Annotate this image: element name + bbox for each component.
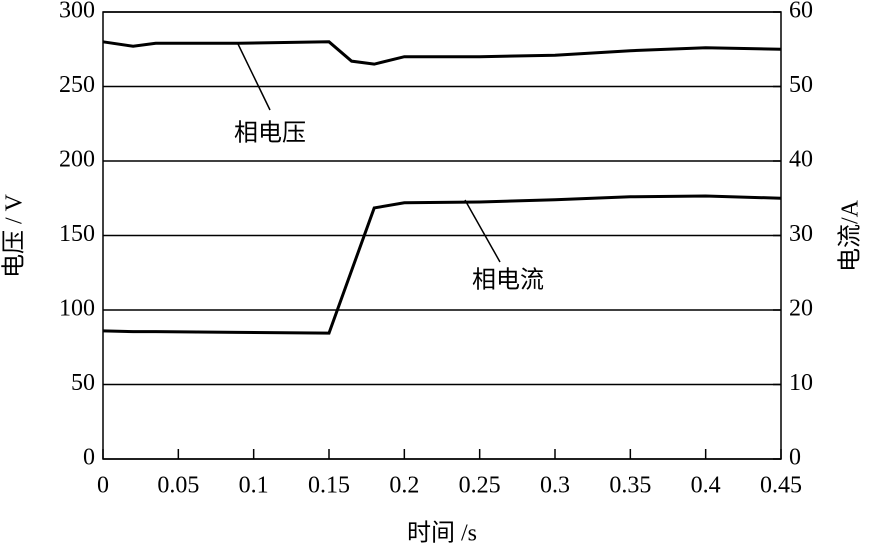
y2-tick-label: 50: [789, 72, 813, 98]
series-annotation: 相电压: [234, 120, 306, 147]
x-tick-label: 0.15: [308, 473, 350, 499]
x-tick-label: 0.2: [389, 473, 419, 499]
y2-tick-label: 60: [789, 0, 813, 24]
y-axis-label: 电压 / V: [1, 193, 28, 278]
x-tick-label: 0: [97, 473, 109, 499]
x-tick-label: 0.05: [157, 473, 199, 499]
series-line: [102, 40, 782, 66]
x-tick-label: 0.25: [459, 473, 501, 499]
leader-line: [237, 43, 271, 111]
x-tick-label: 0.1: [239, 473, 269, 499]
y2-tick-label: 0: [789, 445, 801, 471]
y2-tick-label: 10: [789, 370, 813, 396]
series-line: [102, 194, 782, 335]
x-tick-label: 0.35: [609, 473, 651, 499]
y-tick-label: 100: [59, 296, 95, 322]
leader-line: [464, 199, 501, 263]
y-tick-label: 250: [59, 72, 95, 98]
y-tick-label: 0: [83, 445, 95, 471]
y2-tick-label: 20: [789, 296, 813, 322]
y2-axis-label: 电流/A: [837, 199, 864, 272]
series-annotation: 相电流: [472, 267, 544, 294]
y-tick-label: 200: [59, 147, 95, 173]
x-axis-label: 时间 /s: [407, 520, 477, 547]
y2-tick-label: 30: [789, 221, 813, 247]
x-tick-label: 0.4: [691, 473, 721, 499]
x-tick-label: 0.3: [540, 473, 570, 499]
y-tick-label: 300: [59, 0, 95, 24]
y-tick-label: 150: [59, 221, 95, 247]
x-tick-label: 0.45: [760, 473, 802, 499]
y2-tick-label: 40: [789, 147, 813, 173]
y-tick-label: 50: [71, 370, 95, 396]
